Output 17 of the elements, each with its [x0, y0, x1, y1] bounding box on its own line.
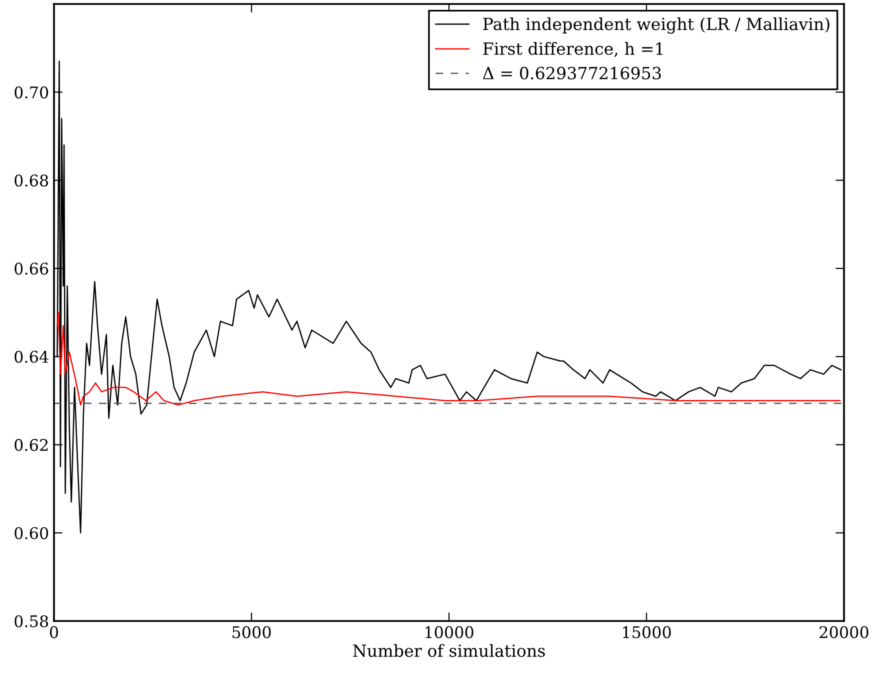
x-tick-label: 5000	[232, 626, 271, 638]
line-series	[56, 312, 841, 406]
x-tick-label: 15000	[623, 626, 671, 638]
x-tick-label: 20000	[820, 626, 868, 638]
legend-label: Δ = 0.629377216953	[482, 66, 661, 80]
legend-label: First difference, h =1	[483, 42, 663, 57]
y-tick-label: 0.66	[14, 262, 48, 275]
y-tick-label: 0.68	[14, 174, 48, 187]
y-tick-label: 0.70	[14, 86, 48, 98]
y-tick-label: 0.58	[14, 615, 48, 628]
y-tick-label: 0.64	[14, 350, 48, 363]
x-axis-title: Number of simulations	[353, 644, 545, 657]
x-tick-label: 10000	[426, 626, 474, 638]
y-tick-label: 0.60	[14, 527, 48, 540]
x-tick-label: 0	[50, 626, 58, 638]
y-tick-label: 0.62	[14, 438, 48, 452]
legend-label: Path independent weight (LR / Malliavin)	[483, 17, 830, 34]
